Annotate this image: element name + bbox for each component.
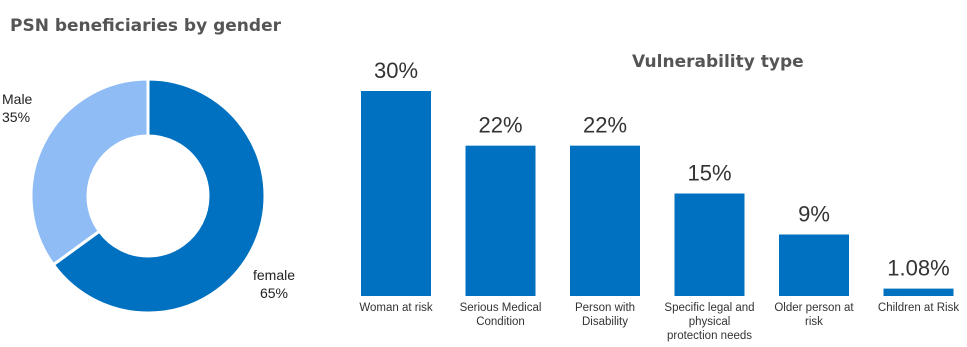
donut-chart-title: PSN beneficiaries by gender	[10, 16, 281, 36]
bar-category-label-5: Children at Risk	[878, 302, 959, 314]
bar-category-label-4: Older person at risk	[774, 302, 854, 328]
bar-3	[674, 193, 745, 296]
bar-category-label-2: Person with Disability	[575, 302, 635, 328]
bar-value-label-4: 9%	[798, 202, 830, 227]
donut-label-male: Male	[2, 91, 33, 107]
bar-value-label-2: 22%	[583, 113, 627, 138]
bar-5	[883, 288, 954, 296]
bar-category-label-3: Specific legal and physical protection nee…	[664, 302, 754, 342]
bar-value-label-5: 1.08%	[887, 256, 949, 281]
donut-slice-female	[51, 77, 267, 315]
bar-4	[779, 234, 849, 296]
bar-value-label-1: 22%	[478, 113, 522, 138]
bar-value-label-0: 30%	[374, 58, 418, 83]
bar-category-label-1: Serious Medical Condition	[460, 302, 542, 328]
bar-2	[570, 145, 640, 296]
bar-chart: 30% Woman at risk 22% Serious Medical Condit…	[359, 58, 959, 342]
donut-label-female: female	[253, 267, 295, 283]
donut-value-female: 65%	[260, 285, 288, 301]
bar-1	[465, 145, 536, 296]
bar-value-label-3: 15%	[687, 161, 731, 186]
donut-chart: Male 35% female 65%	[2, 77, 295, 315]
donut-slice-male	[29, 77, 150, 267]
bar-category-label-0: Woman at risk	[359, 302, 433, 314]
donut-value-male: 35%	[2, 109, 30, 125]
bar-chart-title: Vulnerability type	[632, 52, 804, 72]
bar-0	[361, 91, 431, 296]
